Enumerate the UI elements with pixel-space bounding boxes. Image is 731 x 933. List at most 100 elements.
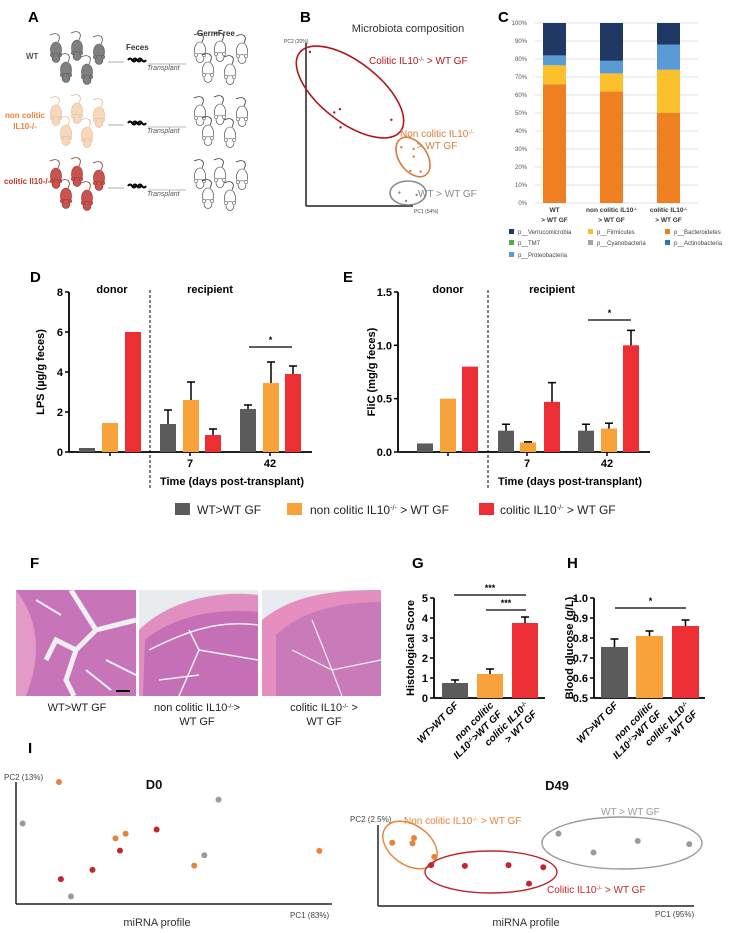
data-point: [555, 830, 562, 837]
mouse-ear: [209, 135, 215, 141]
mouse-tail: [223, 55, 234, 65]
y-tick-label: 30%: [515, 147, 528, 153]
panel-i-d0-pca: PC2 (13%) PC1 (83%) D0 miRNA profile: [4, 773, 332, 929]
data-point: [308, 50, 312, 54]
mouse-ear: [67, 72, 73, 78]
y-tick-label: 4: [422, 613, 429, 625]
mouse-ear: [70, 113, 76, 119]
panel-b-pca: PC2 (20%) PC1 (54%) Microbiota composition…: [284, 23, 477, 215]
mouse-tail: [213, 95, 224, 105]
data-point: [415, 193, 418, 197]
significance-label: *: [649, 596, 653, 606]
data-point: [338, 107, 342, 111]
germfree-mouse-icon: [235, 160, 249, 190]
legend-item: p__Actinobacteria: [665, 240, 723, 247]
mouse-tail: [49, 159, 60, 169]
significance-label: *: [608, 308, 612, 318]
panel-f-captions: WT>WT GF non colitic IL10-/-> WT GF colitic…: [48, 702, 358, 728]
germfree-mouse-icon: [201, 116, 215, 146]
histology-wt-drawing: [16, 590, 136, 696]
chart-title: D49: [545, 778, 569, 793]
mouse-tail: [223, 181, 234, 191]
data-point: [112, 835, 119, 842]
mouse-tail: [193, 159, 204, 169]
data-point: [409, 169, 412, 173]
cluster-label: Non colitic IL10-/- > WT GF: [404, 816, 521, 827]
histology-image-wt: [16, 590, 136, 696]
bar: [544, 401, 560, 452]
legend-item: WT>WT GF: [175, 503, 261, 517]
legend-item: p__Bacteroidetes: [665, 229, 721, 236]
panel-i-d49-pca: PC2 (2.5%) PC1 (95%) D49 miRNA profile Non c…: [350, 778, 703, 929]
y-tick-label: 2: [422, 653, 428, 665]
histology-image-non-colitic: [139, 590, 258, 696]
y-tick-label: 0.6: [573, 673, 588, 685]
x-axis-label: Time (days post-transplant): [160, 476, 304, 488]
shared-legend: WT>WT GF non colitic IL10-/- > WT GF colit…: [175, 503, 616, 517]
bar-segment: [600, 23, 623, 61]
donor-mouse-icon: [49, 96, 63, 126]
mouse-ear: [67, 198, 73, 204]
donor-mouse-icon: [59, 53, 73, 83]
panel-d-lps-bar-chart: 0 2 4 6 8 LPS (µg/g feces) 7 42 donor recipient Ti…: [35, 284, 312, 490]
mouse-ear: [70, 50, 76, 56]
bar: [263, 383, 279, 452]
data-point: [411, 835, 418, 842]
y-tick-label: 0.5: [573, 693, 588, 705]
bar: [520, 442, 536, 452]
mouse-ear: [231, 137, 237, 143]
bar: [623, 345, 639, 452]
mouse-head: [61, 136, 71, 146]
germfree-mouse-icon: [213, 158, 227, 188]
bar: [498, 430, 514, 452]
data-point: [412, 147, 415, 151]
mouse-head: [195, 179, 205, 189]
histology-non-colitic-drawing: [139, 590, 258, 696]
feces-label: Feces: [126, 43, 149, 52]
x-tick-label: 7: [524, 458, 530, 470]
y-axis-label: PC2 (20%): [284, 39, 309, 45]
mouse-head: [72, 51, 82, 61]
mouse-ear: [88, 74, 94, 80]
feces-pellet: [132, 120, 142, 126]
bar-segment: [543, 65, 566, 85]
mouse-ear: [49, 178, 55, 184]
x-tick-label: 42: [264, 458, 276, 470]
legend-label: p__Bacteroidetes: [674, 230, 721, 236]
y-tick-label: 1.0: [573, 593, 588, 605]
mouse-tail: [213, 158, 224, 168]
histology-colitic-drawing: [262, 590, 381, 696]
bar: [636, 636, 663, 698]
x-tick-label: 7: [187, 458, 193, 470]
cluster-label: > WT GF: [417, 141, 458, 152]
feces-pellet: [127, 183, 137, 189]
donor-mouse-icon: [59, 179, 73, 209]
mouse-ear: [213, 51, 219, 57]
mouse-head: [72, 114, 82, 124]
donor-group-label: WT: [26, 52, 39, 61]
significance-label: ***: [501, 598, 512, 608]
mouse-head: [94, 181, 104, 191]
y-tick-label: 0.7: [573, 653, 588, 665]
bar-segment: [543, 84, 566, 203]
chart-caption: miRNA profile: [492, 917, 559, 929]
panel-label-A: A: [28, 9, 39, 26]
donor-group-label: colitic Il10-/-: [4, 177, 51, 186]
mouse-head: [237, 117, 247, 127]
mouse-ear: [100, 117, 106, 123]
data-point: [67, 893, 74, 900]
data-point: [19, 820, 26, 827]
cluster-label: Colitic IL10-/- > WT GF: [547, 885, 646, 896]
mouse-ear: [235, 116, 241, 122]
mouse-ear: [223, 200, 229, 206]
mouse-tail: [201, 53, 212, 63]
legend-swatch: [588, 229, 593, 234]
mouse-ear: [231, 200, 237, 206]
mouse-tail: [235, 160, 246, 170]
mouse-ear: [78, 176, 84, 182]
x-tick-label: > WT GF: [655, 217, 682, 224]
mouse-head: [203, 199, 213, 209]
bar: [440, 398, 456, 452]
